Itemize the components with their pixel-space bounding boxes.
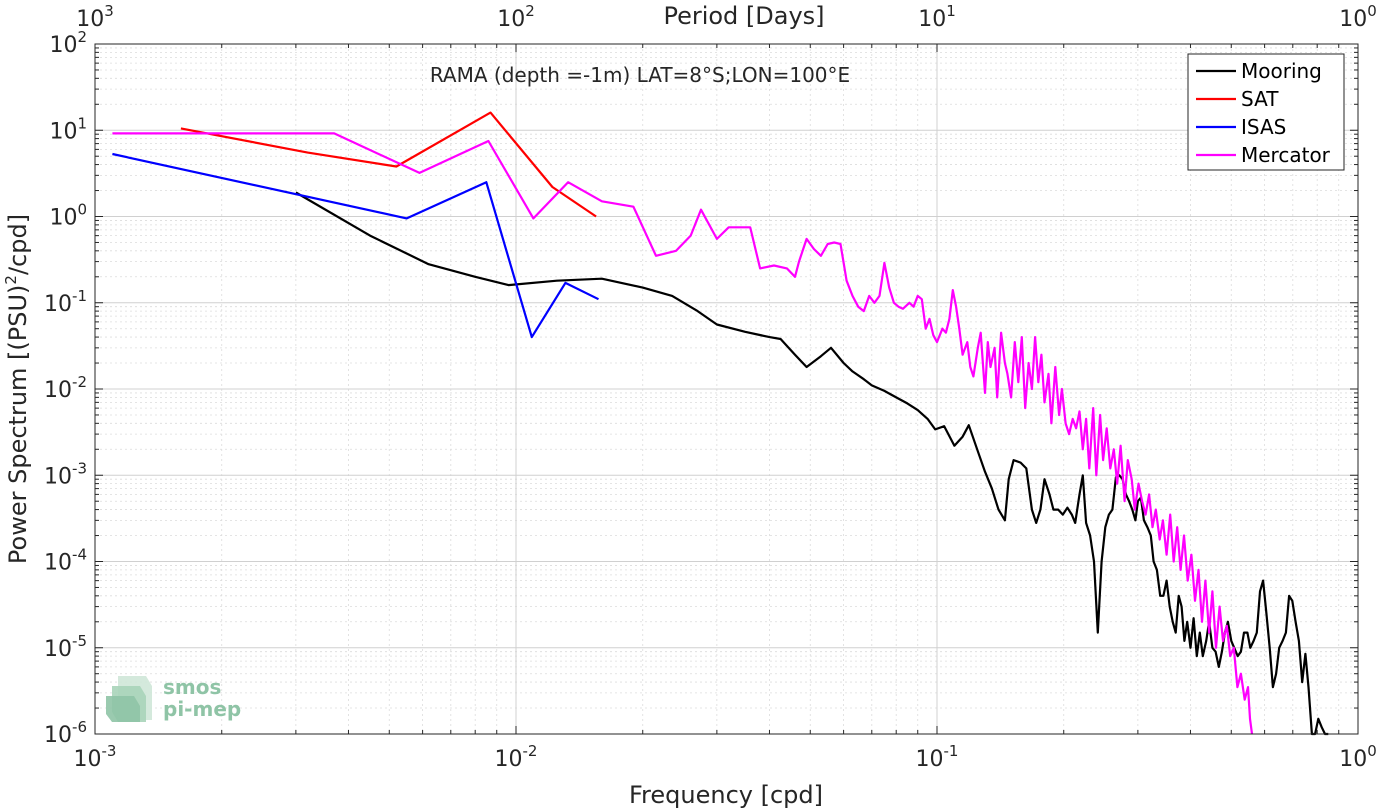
x-tick-label-exp: -2 (523, 742, 538, 760)
y-tick-label-base: 10 (44, 464, 72, 489)
y-tick-label-base: 10 (44, 637, 72, 662)
y-tick-label-exp: -5 (72, 632, 87, 650)
y-tick-label-exp: -3 (72, 459, 87, 477)
y-tick-label-exp: -1 (72, 287, 87, 305)
legend-label-isas: ISAS (1241, 115, 1286, 139)
y-tick-label: 10-1 (44, 287, 87, 317)
top-tick-label-base: 10 (1339, 7, 1367, 32)
top-axis-label: Period [Days] (663, 2, 824, 30)
top-tick-label-exp: 1 (946, 2, 956, 20)
x-tick-label: 10-2 (495, 742, 538, 772)
y-axis-label-tail: /cpd] (4, 214, 32, 275)
top-tick-label-exp: 0 (1367, 2, 1377, 20)
logo-text-pimep: pi-mep (163, 697, 241, 721)
y-tick-label: 10-3 (44, 459, 87, 489)
y-tick-label-exp: -6 (72, 718, 87, 736)
x-tick-label: 100 (1339, 742, 1377, 772)
series-line-isas (112, 152, 599, 339)
x-tick-label-exp: 0 (1367, 742, 1377, 760)
y-axis-label-main: Power Spectrum [(PSU) (4, 285, 32, 564)
y-tick-label: 101 (49, 114, 87, 144)
x-tick-label-base: 10 (916, 747, 944, 772)
top-tick-label-exp: 2 (525, 2, 535, 20)
x-axis-label: Frequency [cpd] (629, 781, 823, 809)
legend: Mooring SAT ISAS Mercator (1187, 53, 1345, 171)
legend-label-mercator: Mercator (1241, 143, 1331, 167)
top-tick-label: 100 (1339, 2, 1377, 32)
x-tick-label: 10-3 (74, 742, 117, 772)
x-tick-label-base: 10 (495, 747, 523, 772)
y-axis-label-sup: 2 (2, 275, 20, 285)
y-tick-label: 10-5 (44, 632, 87, 662)
y-tick-label-base: 10 (44, 551, 72, 576)
y-tick-label-exp: 2 (77, 28, 87, 46)
y-tick-label-base: 10 (44, 378, 72, 403)
legend-label-mooring: Mooring (1241, 59, 1322, 83)
y-tick-label-exp: 0 (77, 201, 87, 219)
y-tick-label-base: 10 (44, 292, 72, 317)
top-tick-label-base: 10 (76, 7, 104, 32)
top-tick-label: 102 (497, 2, 535, 32)
y-tick-label-base: 10 (44, 723, 72, 748)
x-tick-label-base: 10 (1339, 747, 1367, 772)
tick-marks (94, 43, 1359, 735)
x-tick-label-exp: -1 (944, 742, 959, 760)
y-tick-label-base: 10 (49, 206, 77, 231)
logo-mark-front (106, 696, 140, 722)
y-tick-label-exp: 1 (77, 114, 87, 132)
y-tick-label: 10-2 (44, 373, 87, 403)
series-layer (112, 111, 1329, 736)
y-axis-label: Power Spectrum [(PSU)2/cpd] (2, 214, 32, 564)
top-tick-label-exp: 3 (104, 2, 114, 20)
y-tick-label-exp: -2 (72, 373, 87, 391)
smos-pi-mep-logo: smos pi-mep (106, 675, 241, 722)
chart-annotation: RAMA (depth =-1m) LAT=8°S;LON=100°E (430, 63, 850, 87)
y-tick-label: 102 (49, 28, 87, 58)
y-tick-label-base: 10 (49, 33, 77, 58)
y-tick-label-exp: -4 (72, 546, 87, 564)
y-tick-label-base: 10 (49, 119, 77, 144)
top-tick-label: 101 (918, 2, 956, 32)
series-line-mercator (112, 132, 1254, 735)
y-tick-label: 10-4 (44, 546, 87, 576)
top-tick-label-base: 10 (918, 7, 946, 32)
legend-box (1187, 53, 1345, 171)
logo-text-smos: smos (163, 675, 221, 699)
legend-label-sat: SAT (1241, 87, 1279, 111)
y-tick-label: 10-6 (44, 718, 87, 748)
top-tick-label-base: 10 (497, 7, 525, 32)
top-tick-label: 103 (76, 2, 114, 32)
x-tick-label-base: 10 (74, 747, 102, 772)
y-tick-label: 100 (49, 201, 87, 231)
x-tick-label: 10-1 (916, 742, 959, 772)
x-tick-label-exp: -3 (102, 742, 117, 760)
